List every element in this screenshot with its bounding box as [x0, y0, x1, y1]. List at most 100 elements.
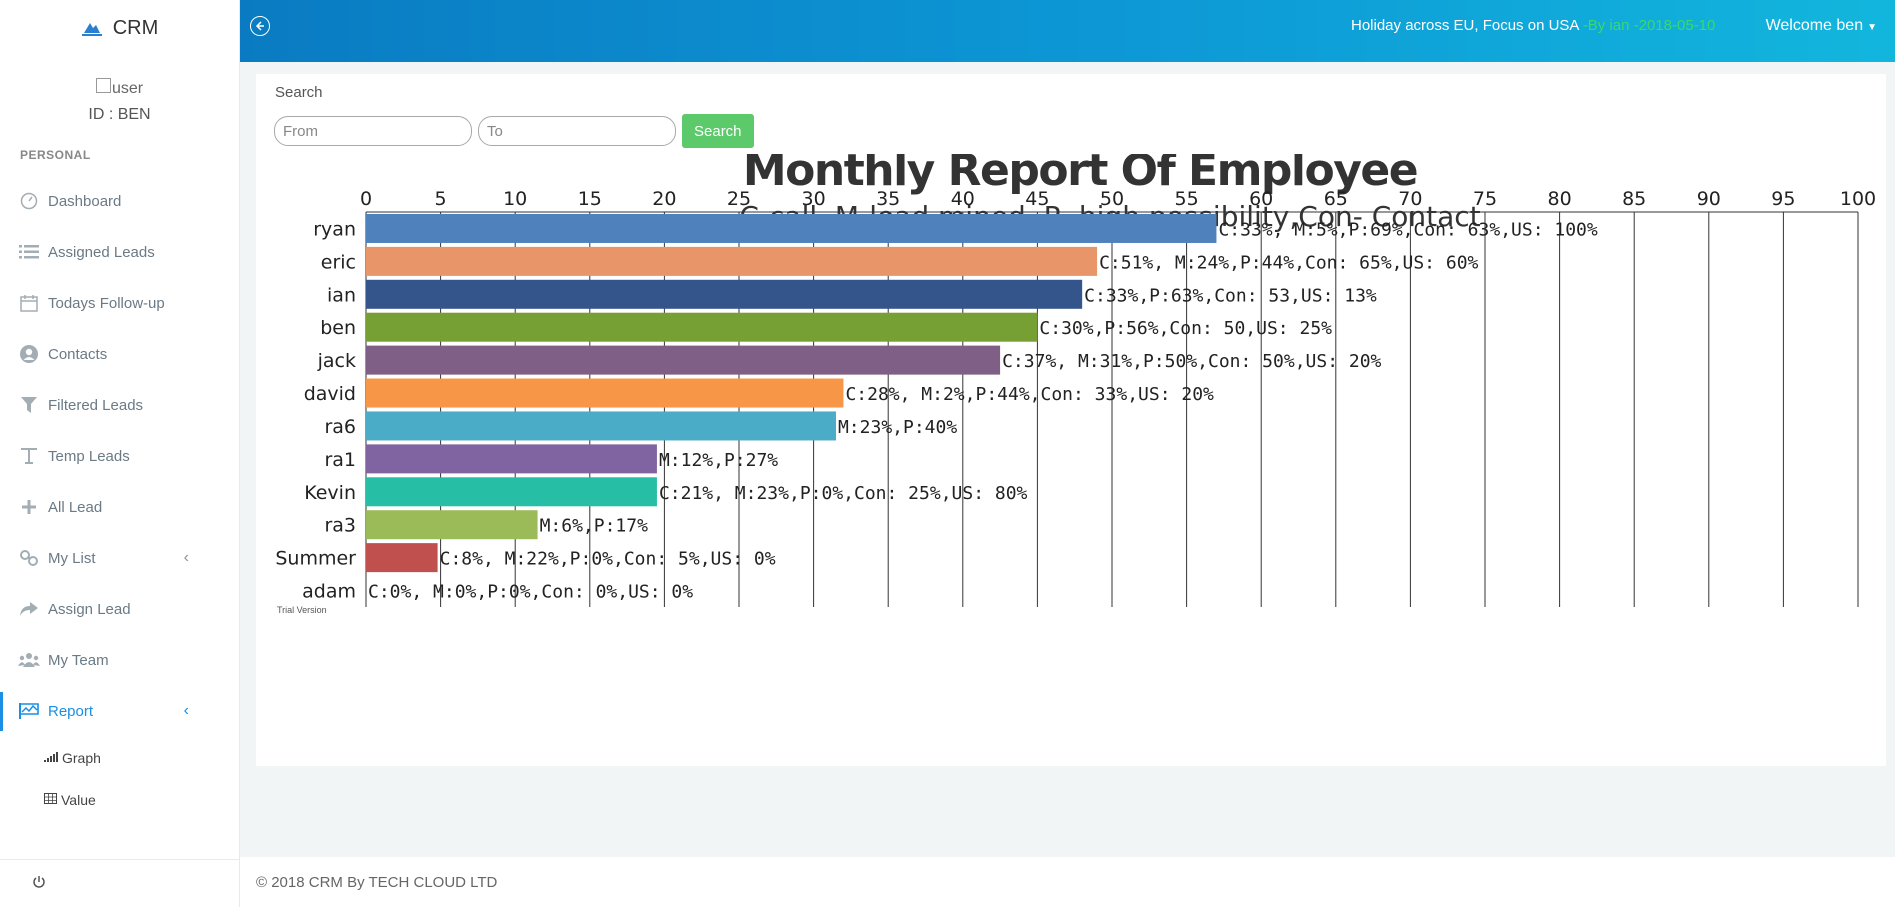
x-tick-label: 45	[1025, 188, 1049, 210]
sidebar-item-filtered-leads[interactable]: Filtered Leads	[0, 380, 239, 431]
sidebar-item-label: Assigned Leads	[48, 243, 155, 261]
announcement-text: Holiday across EU, Focus on USA	[1351, 17, 1579, 34]
sidebar-item-dashboard[interactable]: Dashboard	[0, 176, 239, 227]
from-date-input[interactable]	[274, 116, 472, 146]
chevron-left-icon[interactable]: ‹	[183, 549, 189, 566]
x-tick-label: 25	[727, 188, 751, 210]
data-label: C:51%, M:24%,P:44%,Con: 65%,US: 60%	[1099, 252, 1478, 273]
collapse-sidebar-icon[interactable]	[250, 16, 270, 36]
sidebar-item-label: My Team	[48, 651, 109, 669]
data-label: M:12%,P:27%	[659, 450, 778, 471]
watermark-text: Trial Version	[277, 605, 327, 615]
caret-down-icon: ▼	[1867, 22, 1877, 33]
x-tick-label: 15	[578, 188, 602, 210]
sidebar-item-todays-follow-up[interactable]: Todays Follow-up	[0, 278, 239, 329]
bar	[366, 213, 1217, 243]
calendar-icon	[18, 292, 40, 314]
sidebar-item-assigned-leads[interactable]: Assigned Leads	[0, 227, 239, 278]
sidebar-nav: Dashboard Assigned Leads Todays Follow-u…	[0, 176, 239, 737]
x-tick-label: 55	[1175, 188, 1199, 210]
category-label: Summer	[275, 548, 356, 570]
sidebar-item-contacts[interactable]: Contacts	[0, 329, 239, 380]
section-label-personal: PERSONAL	[20, 147, 91, 162]
submenu-item-label: Value	[61, 791, 96, 808]
list-icon	[18, 241, 40, 263]
x-tick-label: 10	[503, 188, 527, 210]
bar	[366, 345, 1001, 375]
brand[interactable]: CRM	[0, 0, 239, 56]
x-tick-label: 30	[802, 188, 826, 210]
category-label: Kevin	[304, 482, 356, 504]
data-label: C:37%, M:31%,P:50%,Con: 50%,US: 20%	[1002, 351, 1381, 372]
signal-icon	[44, 751, 58, 765]
sidebar-footer	[0, 859, 240, 907]
sidebar-item-label: Filtered Leads	[48, 396, 144, 414]
avatar[interactable]: user	[95, 78, 143, 98]
x-tick-label: 20	[652, 188, 676, 210]
sidebar-item-label: Temp Leads	[48, 447, 130, 465]
share-icon	[18, 598, 40, 620]
bar	[366, 378, 844, 408]
sidebar-item-label: Dashboard	[48, 192, 122, 210]
category-label: adam	[302, 581, 356, 603]
text-icon	[18, 445, 40, 467]
plus-icon	[18, 496, 40, 518]
sidebar-item-all-lead[interactable]: All Lead	[0, 482, 239, 533]
data-label: C:33%,P:63%,Con: 53,US: 13%	[1084, 285, 1377, 306]
filter-icon	[18, 394, 40, 416]
user-menu[interactable]: Welcome ben ▼	[1766, 17, 1877, 35]
data-label: M:6%,P:17%	[540, 516, 649, 537]
table-icon	[44, 792, 57, 807]
search-button[interactable]: Search	[682, 114, 754, 148]
search-row: Search	[274, 114, 754, 148]
category-label: ra6	[324, 416, 356, 438]
link-icon	[18, 547, 40, 569]
category-label: ra3	[324, 515, 356, 537]
x-tick-label: 70	[1398, 188, 1422, 210]
sidebar-item-my-list[interactable]: My List ‹	[0, 533, 239, 584]
power-icon[interactable]	[32, 875, 46, 893]
bar	[366, 411, 836, 441]
announcement-ticker: Holiday across EU, Focus on USA -By ian …	[1351, 17, 1751, 34]
page-footer: © 2018 CRM By TECH CLOUD LTD	[240, 857, 1895, 907]
user-circle-icon	[18, 343, 40, 365]
bar	[366, 312, 1038, 342]
data-label: M:23%,P:40%	[838, 417, 957, 438]
chevron-left-icon[interactable]: ‹	[183, 702, 189, 719]
report-submenu: Graph Value	[0, 737, 239, 821]
data-label: C:0%, M:0%,P:0%,Con: 0%,US: 0%	[368, 582, 693, 603]
chart-title: Monthly Report Of Employee	[743, 154, 1417, 196]
category-label: ian	[327, 284, 356, 306]
x-tick-label: 95	[1771, 188, 1795, 210]
app-name: CRM	[112, 16, 159, 39]
sidebar-item-report[interactable]: Report ‹	[0, 686, 239, 737]
user-box: user ID : BEN	[60, 78, 180, 124]
x-tick-label: 60	[1249, 188, 1273, 210]
sidebar-item-label: Report	[48, 702, 94, 720]
sidebar-item-temp-leads[interactable]: Temp Leads	[0, 431, 239, 482]
sidebar-item-label: Assign Lead	[48, 600, 131, 618]
crm-logo-icon	[81, 23, 102, 36]
x-tick-label: 50	[1100, 188, 1124, 210]
topbar: Holiday across EU, Focus on USA -By ian …	[240, 0, 1895, 62]
x-tick-label: 0	[360, 188, 372, 210]
submenu-item-value[interactable]: Value	[0, 779, 239, 821]
data-label: C:28%, M:2%,P:44%,Con: 33%,US: 20%	[845, 384, 1214, 405]
category-label: eric	[321, 251, 356, 273]
x-tick-label: 100	[1840, 188, 1876, 210]
team-icon	[18, 649, 40, 671]
sidebar-item-assign-lead[interactable]: Assign Lead	[0, 584, 239, 635]
bar	[366, 279, 1083, 309]
to-date-input[interactable]	[478, 116, 676, 146]
x-tick-label: 85	[1622, 188, 1646, 210]
bar	[366, 444, 657, 474]
dashboard-icon	[18, 190, 40, 212]
announcement-author: -By ian -2018-05-10	[1578, 17, 1716, 34]
sidebar-item-label: Todays Follow-up	[48, 294, 165, 312]
copyright-text: © 2018 CRM By TECH CLOUD LTD	[256, 873, 498, 891]
x-tick-label: 65	[1324, 188, 1348, 210]
submenu-item-graph[interactable]: Graph	[0, 737, 239, 779]
sidebar-item-label: My List	[48, 549, 96, 567]
sidebar-item-my-team[interactable]: My Team	[0, 635, 239, 686]
data-label: C:8%, M:22%,P:0%,Con: 5%,US: 0%	[440, 549, 776, 570]
